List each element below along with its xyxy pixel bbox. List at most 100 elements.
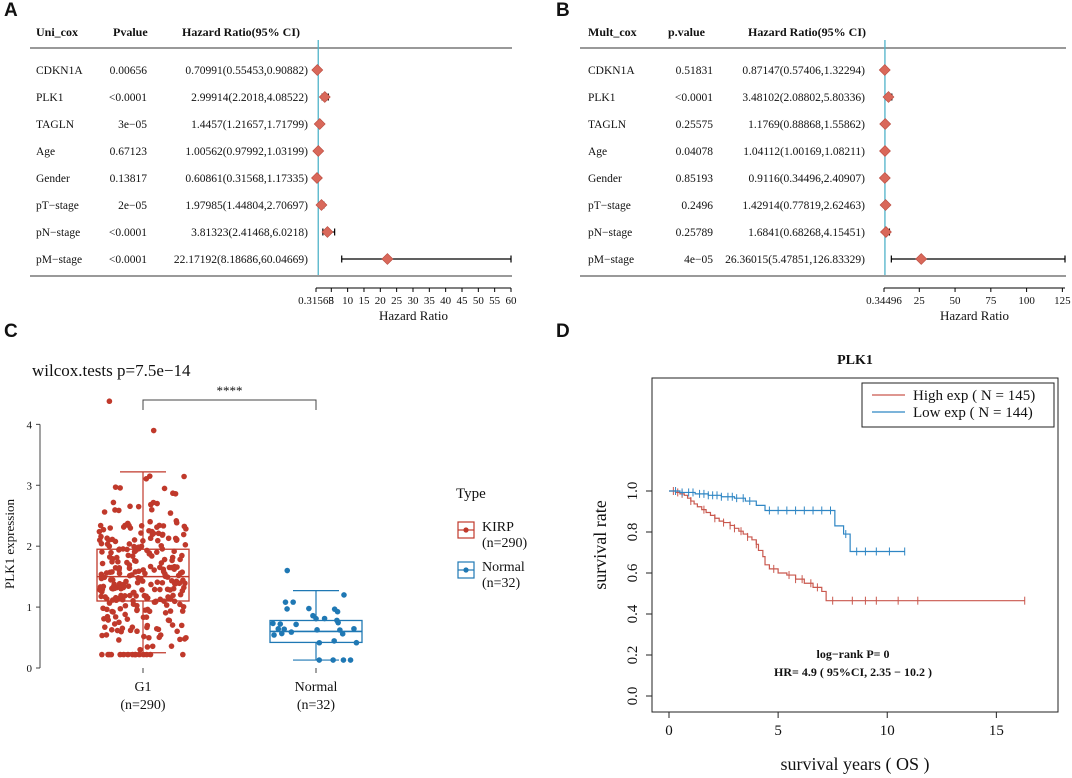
boxplot-point (135, 575, 141, 581)
boxplot-point (290, 599, 296, 605)
boxplot-point (313, 615, 319, 622)
boxplot-point (166, 617, 173, 624)
boxplot-point (129, 624, 136, 630)
forest-row-name: Age (588, 146, 607, 158)
boxplot-point (278, 630, 285, 637)
boxplot-point (108, 651, 115, 658)
boxplot-point (178, 622, 185, 629)
boxplot-point (134, 579, 141, 586)
forest-row-ci: 3.81323(2.41468,6.0218) (191, 227, 308, 239)
boxplot-point (177, 601, 183, 608)
signif-bracket (142, 399, 317, 410)
boxplot-point (168, 643, 175, 649)
forest-header-hr: Hazard Ratio(95% CI) (182, 25, 300, 39)
signif-stars: **** (217, 383, 243, 398)
km-y-label: survival rate (590, 500, 610, 589)
forest-row-ci: 3.48102(2.08802,5.80336) (742, 92, 865, 104)
boxplot-point (165, 594, 171, 600)
boxplot-point (114, 627, 121, 634)
forest-x-tick-label: 45 (456, 295, 468, 307)
forest-row-ci: 26.36015(5.47851,126.83329) (725, 254, 865, 266)
forest-row-ci: 1.42914(0.77819,2.62463) (742, 200, 865, 212)
forest-header-hr: Hazard Ratio(95% CI) (748, 25, 866, 39)
boxplot-point (161, 598, 167, 604)
km-x-tick-label: 15 (989, 723, 1004, 739)
boxplot-point (130, 597, 136, 604)
boxplot-y-label: PLK1 expression (2, 499, 17, 589)
boxplot-point (172, 490, 179, 497)
km-y-tick-label: 0.6 (625, 563, 641, 582)
forest-row-name: CDKN1A (36, 65, 83, 77)
boxplot-point (134, 607, 140, 614)
forest-row-pvalue: 0.04078 (676, 146, 714, 158)
boxplot-point (159, 546, 166, 552)
forest-x-label: Hazard Ratio (379, 308, 448, 323)
boxplot-point (162, 610, 169, 616)
boxplot-point (111, 585, 118, 592)
forest-hr-diamond (879, 145, 891, 157)
km-stat-hr: HR= 4.9 ( 95%CI, 2.35 − 10.2 ) (774, 665, 932, 679)
forest-x-tick-label: 25 (391, 295, 403, 307)
forest-x-tick-label: 20 (375, 295, 387, 307)
forest-row-name: TAGLN (588, 119, 627, 131)
forest-plot-multivariate: Mult_cox p.value Hazard Ratio(95% CI) CDKN1… (580, 25, 1071, 323)
boxplot-point (126, 572, 133, 579)
boxplot-point (170, 592, 176, 599)
forest-row-pvalue: 0.2496 (681, 200, 713, 212)
boxplot-point (135, 503, 142, 510)
boxplot-point (102, 594, 108, 600)
boxplot-point (151, 586, 158, 593)
boxplot-point (146, 634, 152, 641)
forest-row-pvalue: 0.67123 (110, 146, 148, 158)
forest-hr-diamond (879, 226, 892, 238)
boxplot-point (131, 537, 138, 543)
boxplot-point (157, 632, 164, 638)
km-y-tick-label: 1.0 (625, 482, 641, 501)
boxplot-point (96, 528, 103, 535)
forest-row-pvalue: <0.0001 (109, 227, 147, 239)
kaplan-meier-chart: PLK1 0.0 0.2 0.4 0.6 0.8 1.0 0 5 10 15 survival yea… (590, 353, 1059, 775)
boxplot-point (182, 580, 188, 587)
forest-row-ci: 1.1769(0.88868,1.55862) (748, 119, 865, 131)
boxplot-point (180, 531, 187, 538)
boxplot-point (144, 624, 150, 631)
forest-x-tick-label: 50 (473, 295, 485, 307)
panel-label-b: B (556, 0, 570, 21)
boxplot-point (105, 617, 112, 623)
forest-plot-univariate: Uni_cox Pvalue Hazard Ratio(95% CI) CDKN1A 0… (30, 25, 517, 323)
forest-x-tick-label: 50 (950, 295, 962, 307)
boxplot-point (102, 624, 108, 630)
boxplot-point (165, 535, 172, 542)
boxplot-point (116, 570, 123, 577)
boxplot-point (115, 558, 121, 565)
boxplot-point (180, 651, 186, 658)
boxplot-point (172, 581, 178, 587)
boxplot-point (150, 499, 157, 506)
boxplot-point (148, 581, 154, 588)
boxplot-point (147, 563, 154, 570)
forest-row-ci: 2.99914(2.2018,4.08522) (191, 92, 308, 104)
boxplot-point (163, 602, 170, 608)
boxplot-point (112, 484, 119, 490)
boxplot-point (339, 631, 346, 637)
boxplot-point (284, 567, 291, 574)
boxplot-point (126, 541, 133, 547)
forest-row-name: TAGLN (36, 119, 75, 131)
boxplot-point (337, 627, 343, 633)
boxplot-point (270, 620, 276, 627)
boxplot-point (182, 542, 189, 548)
boxplot-point (117, 605, 124, 612)
forest-row-name: Gender (36, 173, 70, 185)
boxplot-point (288, 629, 295, 635)
boxplot-point (169, 557, 175, 564)
forest-x-tick-label: 0.31568 (298, 295, 334, 307)
boxplot-point (112, 614, 119, 620)
boxplot-point (144, 644, 151, 650)
forest-row-name: pT−stage (36, 200, 79, 212)
forest-x-tick-label: 40 (440, 295, 452, 307)
forest-row-pvalue: 0.25789 (676, 227, 714, 239)
boxplot-point (284, 606, 290, 612)
forest-row-name: Age (36, 146, 55, 158)
boxplot-point (154, 524, 160, 530)
boxplot-point (126, 522, 132, 529)
